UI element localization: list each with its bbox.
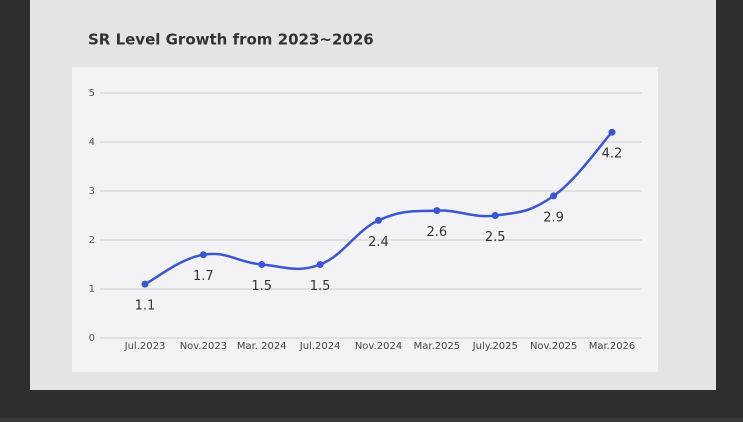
value-label: 2.5 bbox=[485, 230, 506, 245]
y-tick-label: 5 bbox=[89, 88, 95, 99]
value-label: 1.5 bbox=[310, 279, 331, 294]
x-tick-label: Mar.2026 bbox=[589, 341, 636, 352]
x-tick-label: Mar. 2024 bbox=[237, 341, 287, 352]
point bbox=[433, 207, 441, 215]
chart-title: SR Level Growth from 2023~2026 bbox=[88, 31, 374, 49]
value-label: 1.5 bbox=[251, 279, 272, 294]
value-label: 1.1 bbox=[135, 299, 156, 314]
point bbox=[491, 212, 499, 219]
point bbox=[199, 251, 207, 259]
point bbox=[141, 280, 149, 288]
x-tick-label: July.2025 bbox=[472, 341, 518, 352]
y-tick-label: 1 bbox=[89, 284, 95, 295]
point bbox=[316, 261, 324, 268]
x-tick-label: Nov.2023 bbox=[180, 341, 227, 352]
x-tick-label: Mar.2025 bbox=[414, 341, 461, 352]
value-label: 2.4 bbox=[368, 235, 389, 250]
x-tick-label: Jul.2024 bbox=[299, 341, 341, 352]
value-label: 2.6 bbox=[427, 225, 448, 240]
point bbox=[258, 261, 266, 268]
point bbox=[550, 192, 558, 200]
x-tick-label: Nov.2024 bbox=[355, 341, 402, 352]
y-tick-label: 3 bbox=[89, 186, 95, 197]
x-tick-label: Nov.2025 bbox=[530, 341, 577, 352]
point bbox=[608, 128, 616, 136]
y-tick-label: 4 bbox=[89, 137, 95, 148]
value-label: 2.9 bbox=[543, 210, 564, 225]
value-label: 4.2 bbox=[602, 147, 623, 162]
x-tick-label: Jul.2023 bbox=[124, 341, 166, 352]
value-label: 1.7 bbox=[193, 269, 214, 284]
chart-panel bbox=[72, 67, 658, 372]
point bbox=[375, 216, 382, 224]
y-tick-label: 0 bbox=[89, 333, 95, 344]
y-tick-label: 2 bbox=[89, 235, 95, 246]
